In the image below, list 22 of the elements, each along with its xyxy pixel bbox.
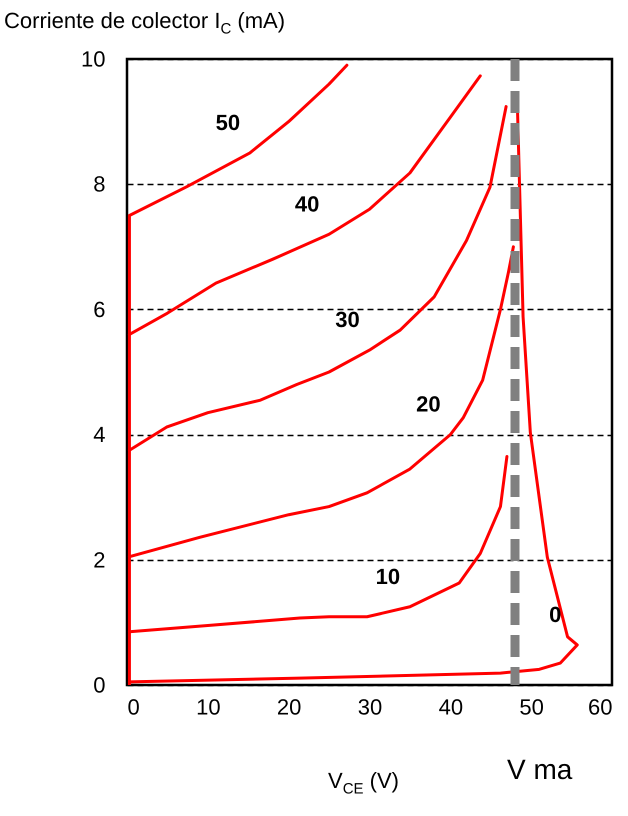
y-tick-label: 2 bbox=[93, 547, 106, 572]
series-label: 10 bbox=[376, 564, 400, 589]
x-tick-label: 0 bbox=[128, 694, 140, 720]
ref-line-label: V ma bbox=[507, 754, 573, 785]
y-tick-label: 10 bbox=[81, 46, 106, 72]
x-tick-label: 60 bbox=[588, 694, 612, 720]
y-tick-label: 6 bbox=[93, 296, 106, 322]
series-label: 40 bbox=[294, 191, 320, 216]
y-tick-label: 8 bbox=[93, 172, 106, 197]
x-tick-label: 20 bbox=[276, 694, 302, 720]
y-axis-title: Corriente de colector I$_{C}$ (mA) bbox=[4, 8, 286, 38]
x-axis-title: V$_{CE}$ (V) bbox=[328, 768, 399, 798]
x-tick-label: 30 bbox=[358, 694, 382, 720]
y-tick-label: 4 bbox=[93, 422, 106, 448]
y-tick-label: 0 bbox=[93, 672, 106, 698]
series-label: 20 bbox=[416, 392, 441, 417]
x-tick-label: 10 bbox=[196, 694, 221, 720]
series-label: 0 bbox=[549, 602, 562, 627]
x-tick-label: 50 bbox=[519, 694, 544, 720]
series-label: 30 bbox=[335, 307, 360, 332]
series-label: 50 bbox=[216, 110, 240, 135]
x-tick-label: 40 bbox=[438, 694, 464, 720]
